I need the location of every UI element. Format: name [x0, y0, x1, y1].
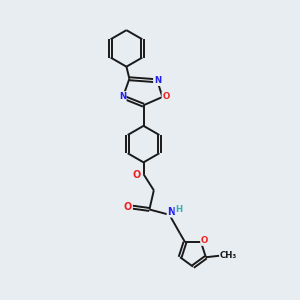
Text: N: N — [119, 92, 126, 101]
Text: O: O — [162, 92, 169, 101]
Text: N: N — [167, 207, 175, 217]
Text: O: O — [133, 170, 141, 180]
Text: CH₃: CH₃ — [219, 251, 237, 260]
Text: O: O — [201, 236, 208, 245]
Text: N: N — [154, 76, 161, 85]
Text: O: O — [124, 202, 132, 212]
Text: H: H — [175, 205, 182, 214]
